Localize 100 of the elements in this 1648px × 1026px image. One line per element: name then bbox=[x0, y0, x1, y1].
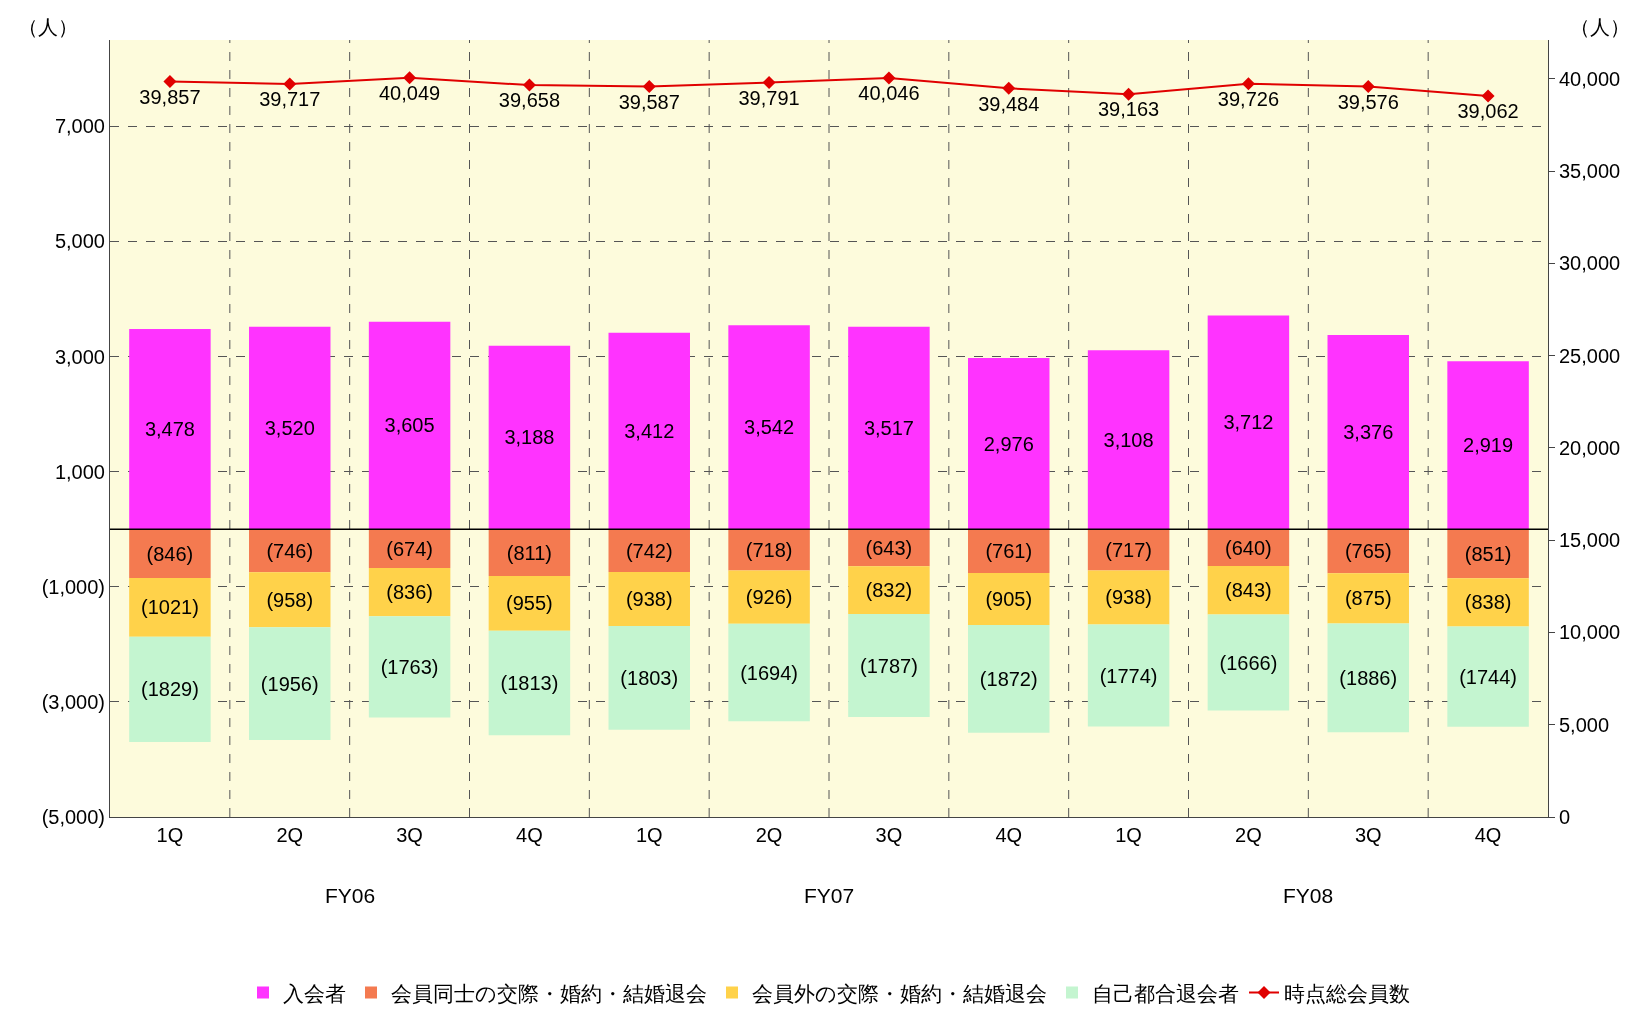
data-label: (1787) bbox=[860, 654, 918, 677]
data-label: 3,520 bbox=[264, 416, 315, 439]
data-label: (851) bbox=[1464, 542, 1512, 565]
data-label: 40,049 bbox=[378, 82, 441, 105]
bar bbox=[968, 625, 1050, 733]
data-label: 3,108 bbox=[1103, 428, 1154, 451]
y2-tick-label: 35,000 bbox=[1559, 160, 1621, 183]
bar bbox=[968, 357, 1050, 530]
data-label: (1744) bbox=[1459, 665, 1517, 688]
data-label: 39,062 bbox=[1457, 100, 1519, 123]
data-label: (674) bbox=[386, 537, 433, 560]
data-label: (746) bbox=[266, 539, 314, 562]
data-label: 39,791 bbox=[738, 86, 800, 109]
x-tick-label: 3Q bbox=[1354, 824, 1382, 846]
data-label: 3,478 bbox=[144, 418, 195, 441]
data-label: 39,726 bbox=[1217, 88, 1280, 111]
data-label: (1872) bbox=[979, 667, 1038, 690]
data-label: 39,587 bbox=[618, 90, 680, 113]
data-label: 3,712 bbox=[1223, 411, 1274, 434]
data-label: (742) bbox=[625, 539, 673, 562]
data-label: (838) bbox=[1464, 591, 1512, 614]
y2-tick-label: 30,000 bbox=[1559, 252, 1621, 275]
y2-tick-label: 25,000 bbox=[1559, 344, 1621, 367]
bar bbox=[1327, 623, 1409, 733]
text: FY06 bbox=[325, 884, 376, 907]
data-label: (717) bbox=[1105, 538, 1152, 561]
data-label: (1666) bbox=[1219, 651, 1278, 674]
bar bbox=[1327, 334, 1409, 530]
data-label: (761) bbox=[985, 540, 1033, 563]
bar bbox=[728, 623, 810, 722]
data-label: 39,163 bbox=[1097, 98, 1160, 121]
data-label: (938) bbox=[1105, 586, 1152, 609]
y-tick-label: 5,000 bbox=[54, 230, 105, 253]
bar bbox=[968, 573, 1050, 626]
bar bbox=[368, 616, 451, 718]
legend-label: 会員同士の交際・婚約・結婚退会 bbox=[391, 981, 707, 1005]
data-label: (836) bbox=[386, 581, 433, 604]
legend-label: 時点総会員数 bbox=[1284, 981, 1410, 1005]
y2-tick-label: 40,000 bbox=[1559, 67, 1621, 90]
data-label: 3,376 bbox=[1343, 421, 1394, 444]
data-label: (1763) bbox=[380, 655, 439, 678]
bar bbox=[1447, 578, 1529, 627]
bar bbox=[129, 329, 211, 530]
data-label: (1886) bbox=[1339, 666, 1398, 689]
data-label: (1813) bbox=[500, 672, 559, 695]
data-label: (832) bbox=[865, 579, 913, 602]
data-label: (846) bbox=[146, 542, 194, 565]
y-tick-label: (1,000) bbox=[41, 575, 105, 598]
y2-axis-title: （人） bbox=[1570, 16, 1630, 38]
bar bbox=[728, 529, 810, 571]
bar bbox=[1087, 624, 1170, 727]
data-label: (811) bbox=[506, 541, 553, 564]
bar bbox=[848, 614, 930, 717]
bar bbox=[1447, 626, 1529, 727]
text: FY07 bbox=[804, 884, 855, 907]
bar bbox=[608, 571, 690, 626]
bar bbox=[1207, 315, 1290, 530]
y-tick-label: 7,000 bbox=[54, 115, 105, 138]
bar bbox=[848, 326, 930, 530]
x-tick-label: 2Q bbox=[755, 824, 783, 846]
y-tick-label: (5,000) bbox=[41, 806, 105, 828]
bar bbox=[1087, 570, 1170, 625]
y2-tick-label: 20,000 bbox=[1559, 436, 1621, 459]
y-axis-title: （人） bbox=[18, 16, 78, 38]
text: FY08 bbox=[1283, 884, 1334, 907]
bar bbox=[608, 332, 690, 530]
data-label: (1774) bbox=[1099, 664, 1158, 687]
data-label: (938) bbox=[625, 587, 673, 610]
bar bbox=[129, 636, 211, 742]
x-tick-label: 1Q bbox=[156, 824, 184, 846]
x-tick-label: 3Q bbox=[396, 824, 423, 846]
x-tick-label: 4Q bbox=[516, 824, 543, 846]
bar bbox=[1087, 350, 1170, 530]
data-label: (640) bbox=[1225, 536, 1272, 559]
data-label: (955) bbox=[506, 592, 553, 615]
y2-tick-label: 15,000 bbox=[1559, 529, 1621, 552]
y-tick-label: 1,000 bbox=[54, 460, 105, 483]
data-label: 3,188 bbox=[504, 426, 555, 449]
bar bbox=[488, 575, 571, 631]
data-label: (958) bbox=[266, 588, 314, 611]
data-label: 3,542 bbox=[744, 416, 795, 439]
bar bbox=[728, 325, 810, 530]
bar bbox=[1207, 566, 1290, 615]
bar bbox=[488, 345, 571, 530]
bar bbox=[488, 630, 571, 736]
data-label: (718) bbox=[745, 538, 793, 561]
data-label: (926) bbox=[745, 586, 793, 609]
data-label: 39,658 bbox=[498, 89, 561, 112]
x-tick-label: 1Q bbox=[635, 824, 663, 846]
bar bbox=[249, 627, 331, 740]
x-tick-label: 4Q bbox=[1474, 824, 1502, 846]
bar bbox=[728, 570, 810, 624]
data-label: (765) bbox=[1344, 540, 1392, 563]
legend-label: 自己都合退会者 bbox=[1092, 981, 1239, 1005]
data-label: (875) bbox=[1344, 587, 1392, 610]
bar bbox=[368, 321, 451, 530]
data-label: (905) bbox=[985, 588, 1033, 611]
y2-tick-label: 0 bbox=[1559, 806, 1571, 828]
bar bbox=[129, 577, 211, 637]
bar bbox=[249, 572, 331, 628]
